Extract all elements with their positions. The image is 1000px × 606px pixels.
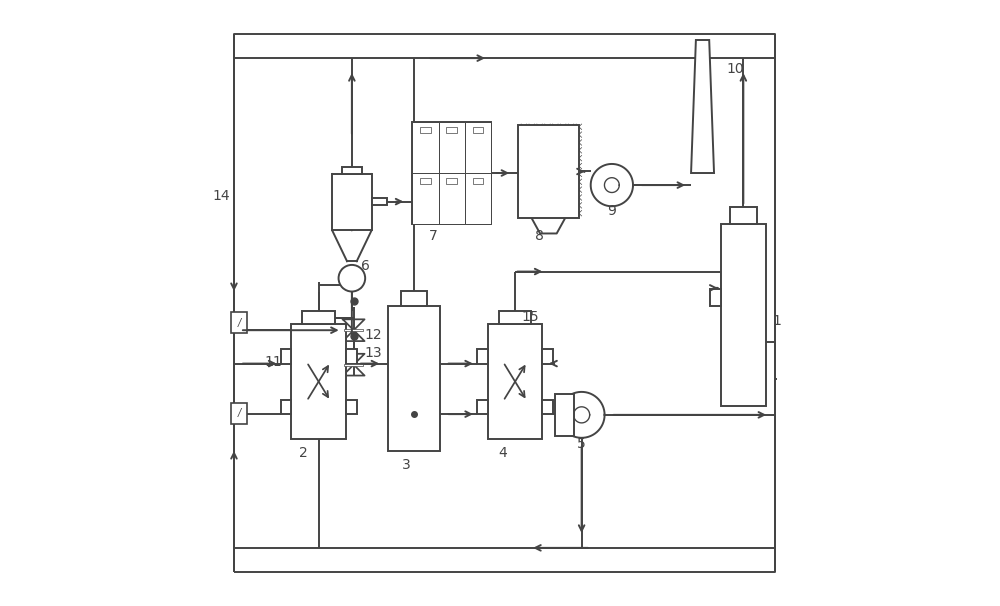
Text: 10: 10 <box>727 62 744 76</box>
Bar <box>477 399 488 414</box>
Bar <box>344 364 363 366</box>
Bar <box>446 178 457 184</box>
Bar <box>342 167 362 174</box>
Bar <box>346 399 357 414</box>
Text: 12: 12 <box>364 328 382 342</box>
Bar <box>473 178 483 184</box>
Text: /: / <box>237 318 241 328</box>
Bar <box>344 329 363 331</box>
Bar <box>332 174 372 230</box>
Bar <box>477 349 488 364</box>
Text: 8: 8 <box>535 228 544 242</box>
Text: 11: 11 <box>264 356 282 370</box>
Circle shape <box>339 265 365 291</box>
Bar <box>231 312 247 333</box>
Bar <box>473 127 483 133</box>
Bar <box>372 198 387 205</box>
Bar <box>388 306 440 451</box>
Bar <box>730 207 757 224</box>
Text: 13: 13 <box>364 347 382 361</box>
Bar <box>291 324 346 439</box>
Text: 9: 9 <box>607 204 616 218</box>
Bar <box>412 122 491 224</box>
Bar <box>488 324 542 439</box>
Text: 15: 15 <box>521 310 539 324</box>
Bar <box>420 127 431 133</box>
Text: 1: 1 <box>772 314 781 328</box>
Bar <box>499 311 531 324</box>
Text: /: / <box>237 408 241 418</box>
Text: 5: 5 <box>577 437 586 451</box>
Bar <box>542 399 553 414</box>
Bar <box>710 289 721 306</box>
Bar <box>439 173 465 224</box>
Bar <box>721 224 766 406</box>
Bar <box>346 349 357 364</box>
Bar <box>302 311 335 324</box>
Bar <box>281 399 291 414</box>
Bar <box>555 394 574 436</box>
Polygon shape <box>691 40 714 173</box>
Bar <box>281 349 291 364</box>
Bar <box>446 127 457 133</box>
Text: 2: 2 <box>299 446 308 460</box>
Text: 14: 14 <box>213 189 230 203</box>
Text: 6: 6 <box>361 259 370 273</box>
Text: 7: 7 <box>429 228 438 242</box>
Bar <box>401 291 427 306</box>
Bar <box>439 122 465 173</box>
Bar <box>420 178 431 184</box>
Bar <box>518 125 579 218</box>
Bar <box>412 173 439 224</box>
Bar <box>412 122 439 173</box>
Bar <box>465 173 491 224</box>
Bar <box>542 349 553 364</box>
Bar <box>465 122 491 173</box>
Bar <box>231 403 247 424</box>
Text: 4: 4 <box>499 446 507 460</box>
Text: 3: 3 <box>402 458 411 472</box>
